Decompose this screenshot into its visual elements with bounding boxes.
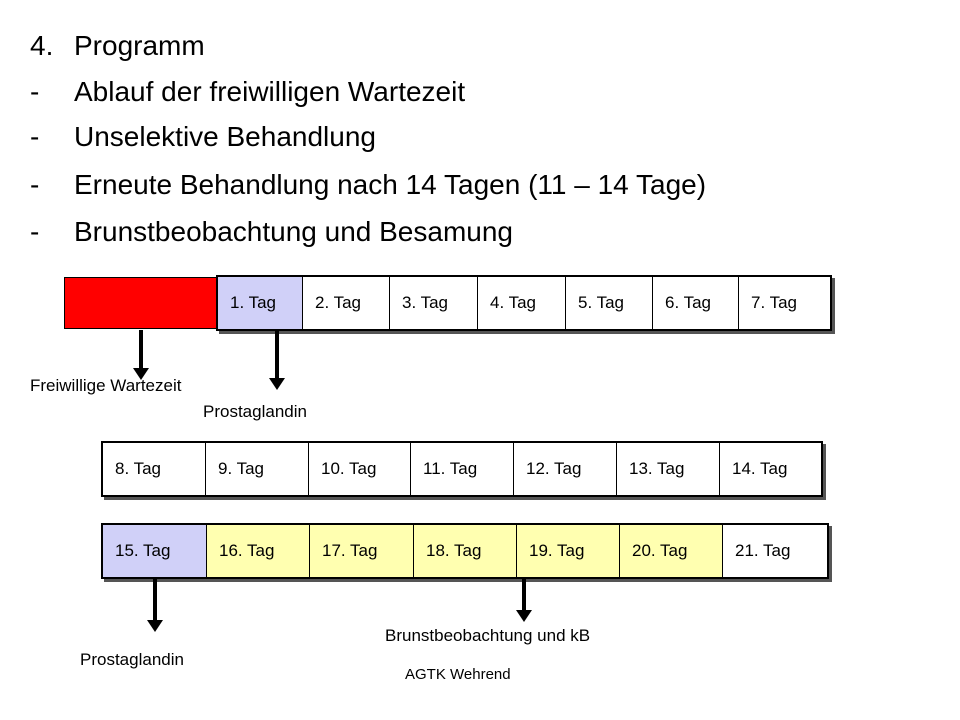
list-marker: - [30,76,40,107]
day-cell: 18. Tag [414,525,517,577]
arrow-prostaglandin-2 [147,578,163,632]
week-1-row: 1. Tag 2. Tag 3. Tag 4. Tag 5. Tag 6. Ta… [216,275,832,331]
week-3-row: 15. Tag 16. Tag 17. Tag 18. Tag 19. Tag … [101,523,829,579]
week-2-row: 8. Tag 9. Tag 10. Tag 11. Tag 12. Tag 13… [101,441,823,497]
heat-detection-label: Brunstbeobachtung und kB [385,626,591,645]
prostaglandin-label-2: Prostaglandin [80,650,184,669]
day-cell: 11. Tag [411,443,514,495]
bullet-text: Erneute Behandlung nach 14 Tagen (11 – 1… [74,169,707,200]
day-cell: 1. Tag [218,277,303,329]
list-marker: - [30,216,40,247]
day-cell: 17. Tag [310,525,414,577]
day-cell: 20. Tag [620,525,723,577]
day-cell: 16. Tag [207,525,310,577]
day-cell: 12. Tag [514,443,617,495]
bullet-text: Ablauf der freiwilligen Wartezeit [74,76,466,107]
day-cell: 4. Tag [478,277,566,329]
bullet-text: Brunstbeobachtung und Besamung [74,216,513,247]
day-cell: 5. Tag [566,277,653,329]
day-cell: 7. Tag [751,293,798,312]
prostaglandin-label-1: Prostaglandin [203,402,307,421]
day-cell: 15. Tag [103,525,207,577]
footer-text: AGTK Wehrend [405,666,511,683]
list-marker: - [30,121,40,152]
arrow-heat-detection [516,578,532,622]
day-cell: 21. Tag [735,541,791,560]
day-cell: 6. Tag [653,277,739,329]
day-cell: 2. Tag [303,277,390,329]
day-cell: 3. Tag [390,277,478,329]
day-cell: 14. Tag [732,459,788,478]
heading-title: Programm [74,30,205,61]
list-marker: - [30,169,40,200]
bullet-text: Unselektive Behandlung [74,121,376,152]
day-cell: 10. Tag [309,443,411,495]
arrow-prostaglandin-1 [269,330,285,390]
day-cell: 8. Tag [103,443,206,495]
day-cell: 19. Tag [517,525,620,577]
day-cell: 9. Tag [206,443,309,495]
arrow-waiting-period [133,330,149,380]
waiting-period-label: Freiwillige Wartezeit [30,376,182,395]
list-marker: 4. [30,30,54,61]
day-cell: 13. Tag [617,443,720,495]
waiting-period-block [64,277,218,329]
